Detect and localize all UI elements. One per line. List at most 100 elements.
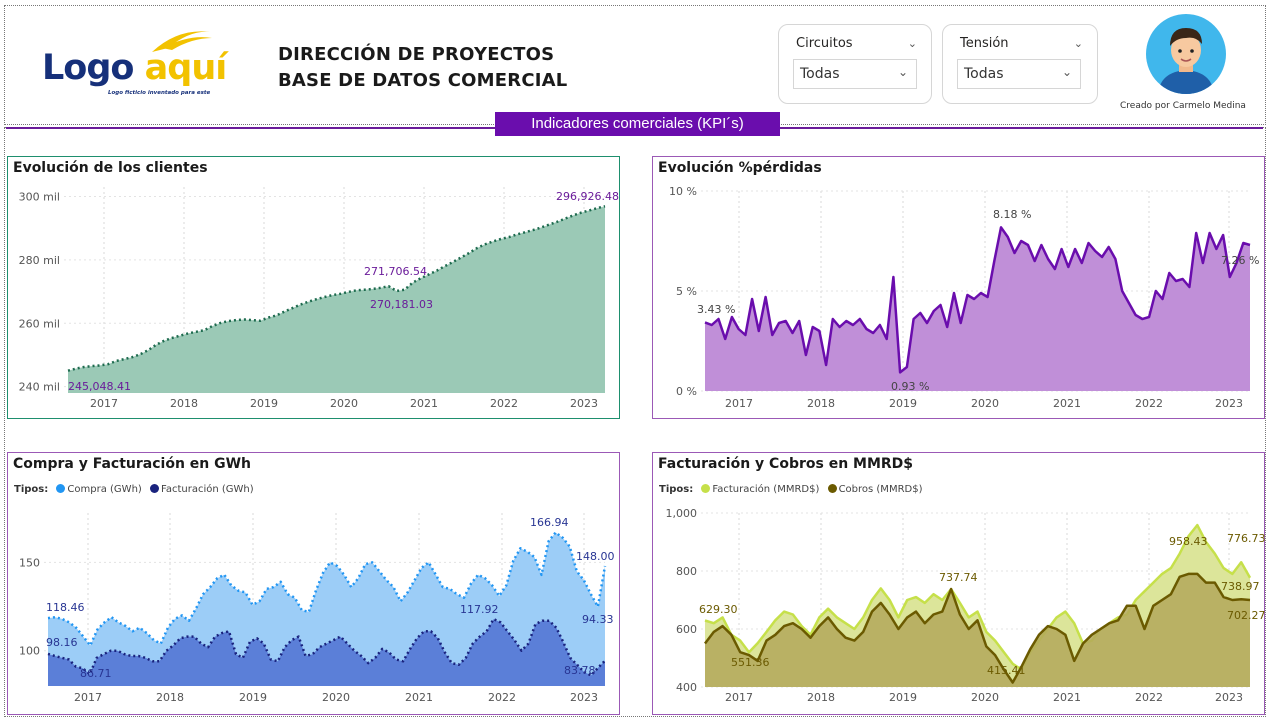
chevron-down-icon[interactable]: ⌄ — [1073, 37, 1083, 50]
data-label: 118.46 — [46, 601, 85, 614]
chevron-down-icon[interactable]: ⌄ — [907, 37, 917, 50]
chart-title: Evolución de los clientes — [13, 160, 208, 176]
x-tick-label: 2017 — [725, 691, 753, 704]
slicer-circuitos-value: Todas — [800, 66, 840, 82]
chart-mmrd-svg: 400 600 800 1,000 2017 2018 2019 2020 2021 2022 20… — [666, 507, 1266, 704]
y-tick-label: 240 mil — [19, 381, 60, 394]
logo-swoosh-icon — [152, 31, 212, 52]
legend-title: Tipos: — [659, 484, 694, 495]
data-label: 776.73 — [1227, 532, 1266, 545]
logo-word-1: Logo — [42, 48, 134, 88]
series-area-2 — [48, 619, 605, 686]
legend-dot-icon — [827, 484, 837, 493]
x-tick-label: 2020 — [971, 397, 999, 410]
x-tick-label: 2018 — [807, 397, 835, 410]
legend-item[interactable]: Facturación (GWh) — [161, 484, 254, 495]
legend-title: Tipos: — [14, 484, 49, 495]
x-tick-label: 2018 — [807, 691, 835, 704]
data-label: 629.30 — [699, 603, 738, 616]
logo-word-2: aquí — [144, 48, 228, 88]
y-tick-label: 300 mil — [19, 191, 60, 204]
chevron-down-icon: ⌄ — [897, 65, 908, 79]
series-area-1 — [705, 227, 1250, 391]
y-tick-label: 10 % — [669, 185, 697, 198]
creator-credit: Creado por Carmelo Medina — [1120, 101, 1246, 111]
series-line-1 — [704, 226, 1251, 374]
data-label: 7.26 % — [1221, 254, 1259, 267]
legend-item[interactable]: Cobros (MMRD$) — [838, 484, 923, 495]
legend-item[interactable]: Facturación (MMRD$) — [712, 484, 820, 495]
kpi-banner: Indicadores comerciales (KPI´s) — [495, 112, 780, 136]
x-tick-label: 2019 — [250, 397, 278, 410]
data-label: 738.97 — [1221, 580, 1260, 593]
data-label: 958.43 — [1169, 535, 1208, 548]
avatar — [1146, 14, 1226, 94]
y-tick-label: 600 — [676, 623, 697, 636]
x-tick-label: 2023 — [1215, 691, 1243, 704]
data-label: 86.71 — [80, 667, 112, 680]
data-label: 98.16 — [46, 636, 78, 649]
y-tick-label: 800 — [676, 565, 697, 578]
y-tick-label: 280 mil — [19, 254, 60, 267]
user-avatar-icon — [1158, 28, 1214, 94]
x-tick-label: 2020 — [322, 691, 350, 704]
data-label: 148.00 — [576, 550, 615, 563]
y-tick-label: 260 mil — [19, 317, 60, 330]
x-tick-label: 2020 — [971, 691, 999, 704]
slicer-circuitos-dropdown[interactable]: Todas ⌄ — [793, 59, 917, 89]
data-label: 270,181.03 — [370, 298, 433, 311]
chart-legend: Tipos: Compra (GWh) Facturación (GWh) — [14, 484, 254, 495]
data-label: 83.78 — [564, 664, 596, 677]
series-area-2 — [705, 573, 1250, 687]
data-label: 702.27 — [1227, 609, 1266, 622]
x-tick-label: 2018 — [170, 397, 198, 410]
x-tick-label: 2022 — [1135, 691, 1163, 704]
page-title-line-1: DIRECCIÓN DE PROYECTOS — [278, 44, 555, 65]
x-tick-label: 2017 — [90, 397, 118, 410]
slicer-tension-value: Todas — [964, 66, 1004, 82]
x-tick-label: 2022 — [488, 691, 516, 704]
legend-dot-icon — [56, 484, 66, 493]
legend-item[interactable]: Compra (GWh) — [67, 484, 142, 495]
chart-clientes-panel[interactable]: Evolución de los clientes 240 mil 260 mil… — [7, 156, 620, 419]
chart-title: Facturación y Cobros en MMRD$ — [658, 456, 914, 472]
slicer-tension-label: Tensión — [960, 36, 1009, 51]
x-tick-label: 2019 — [239, 691, 267, 704]
x-tick-label: 2021 — [410, 397, 438, 410]
chart-gwh-svg: 100 150 2017 2018 2019 2020 2021 2022 2023 118.46… — [19, 513, 615, 704]
company-logo: Logo aquí Logo ficticio inventado para e… — [40, 26, 250, 104]
data-label: 3.43 % — [697, 303, 735, 316]
chart-gwh-panel[interactable]: Compra y Facturación en GWh Tipos: Compr… — [7, 452, 620, 715]
x-tick-label: 2023 — [570, 691, 598, 704]
data-label: 94.33 — [582, 613, 614, 626]
data-label: 8.18 % — [993, 208, 1031, 221]
x-tick-label: 2019 — [889, 397, 917, 410]
x-tick-label: 2021 — [405, 691, 433, 704]
series-line-2 — [704, 572, 1251, 684]
series-line-2 — [47, 617, 606, 677]
x-tick-label: 2020 — [330, 397, 358, 410]
series-line-1 — [704, 523, 1252, 671]
x-tick-label: 2019 — [889, 691, 917, 704]
x-tick-label: 2018 — [156, 691, 184, 704]
chart-clientes-svg: 240 mil 260 mil 280 mil 300 mil 2017 2018 2019… — [19, 187, 619, 410]
x-tick-label: 2021 — [1053, 397, 1081, 410]
y-tick-label: 100 — [19, 645, 40, 658]
page-title-line-2: BASE DE DATOS COMERCIAL — [278, 70, 568, 91]
data-label: 0.93 % — [891, 380, 929, 393]
chart-perdidas-panel[interactable]: Evolución %pérdidas 0 % 5 % 10 % 2017 2018 20… — [652, 156, 1265, 419]
slicer-tension-dropdown[interactable]: Todas ⌄ — [957, 59, 1081, 89]
x-tick-label: 2022 — [490, 397, 518, 410]
legend-dot-icon — [701, 484, 711, 493]
chart-title: Evolución %pérdidas — [658, 160, 822, 176]
chart-legend: Tipos: Facturación (MMRD$) Cobros (MMRD$… — [659, 484, 922, 495]
y-tick-label: 0 % — [676, 385, 697, 398]
data-label: 415.41 — [987, 664, 1026, 677]
x-tick-label: 2017 — [74, 691, 102, 704]
x-tick-label: 2021 — [1053, 691, 1081, 704]
chart-mmrd-panel[interactable]: Facturación y Cobros en MMRD$ Tipos: Fac… — [652, 452, 1266, 715]
slicer-tension[interactable]: Tensión ⌄ Todas ⌄ — [942, 24, 1098, 104]
logo-text: Logo aquí — [42, 48, 228, 88]
slicer-circuitos[interactable]: Circuitos ⌄ Todas ⌄ — [778, 24, 932, 104]
